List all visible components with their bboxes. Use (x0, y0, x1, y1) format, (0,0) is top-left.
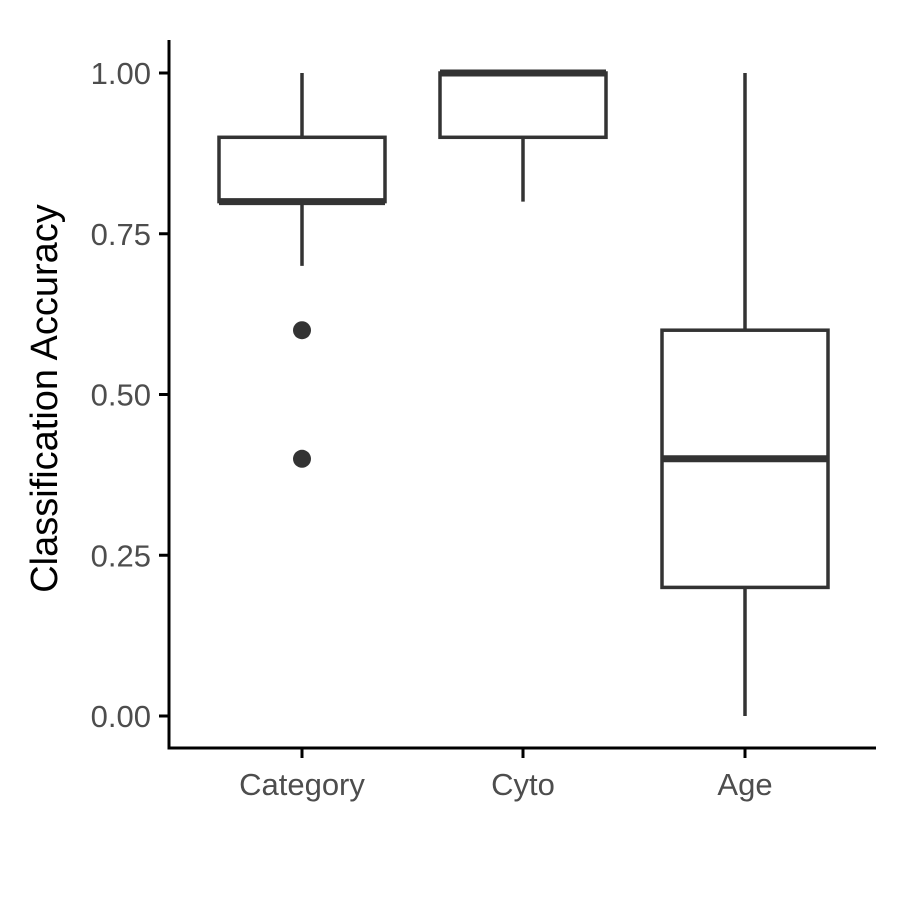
x-tick-label: Age (717, 767, 772, 802)
box-category (217, 73, 387, 468)
y-axis-title: Classification Accuracy (24, 204, 66, 593)
outlier-point (293, 321, 311, 340)
box-cyto (438, 69, 608, 202)
box-iqr (438, 71, 608, 140)
y-tick-label: 0.00 (91, 699, 151, 734)
box-iqr (217, 135, 387, 204)
boxes-layer (217, 69, 830, 716)
outlier-point (293, 449, 311, 468)
y-tick-label: 0.25 (91, 538, 151, 573)
y-tick-label: 0.50 (91, 378, 151, 413)
x-ticks-layer: Category Cyto Age (239, 748, 773, 802)
x-tick-label: Category (239, 767, 365, 802)
y-tick-label: 1.00 (91, 56, 151, 91)
y-tick-label: 0.75 (91, 217, 151, 252)
y-ticks-layer: 0.00 0.25 0.50 0.75 1.00 (91, 56, 169, 734)
box-age (660, 73, 830, 716)
x-tick-label: Cyto (491, 767, 555, 802)
